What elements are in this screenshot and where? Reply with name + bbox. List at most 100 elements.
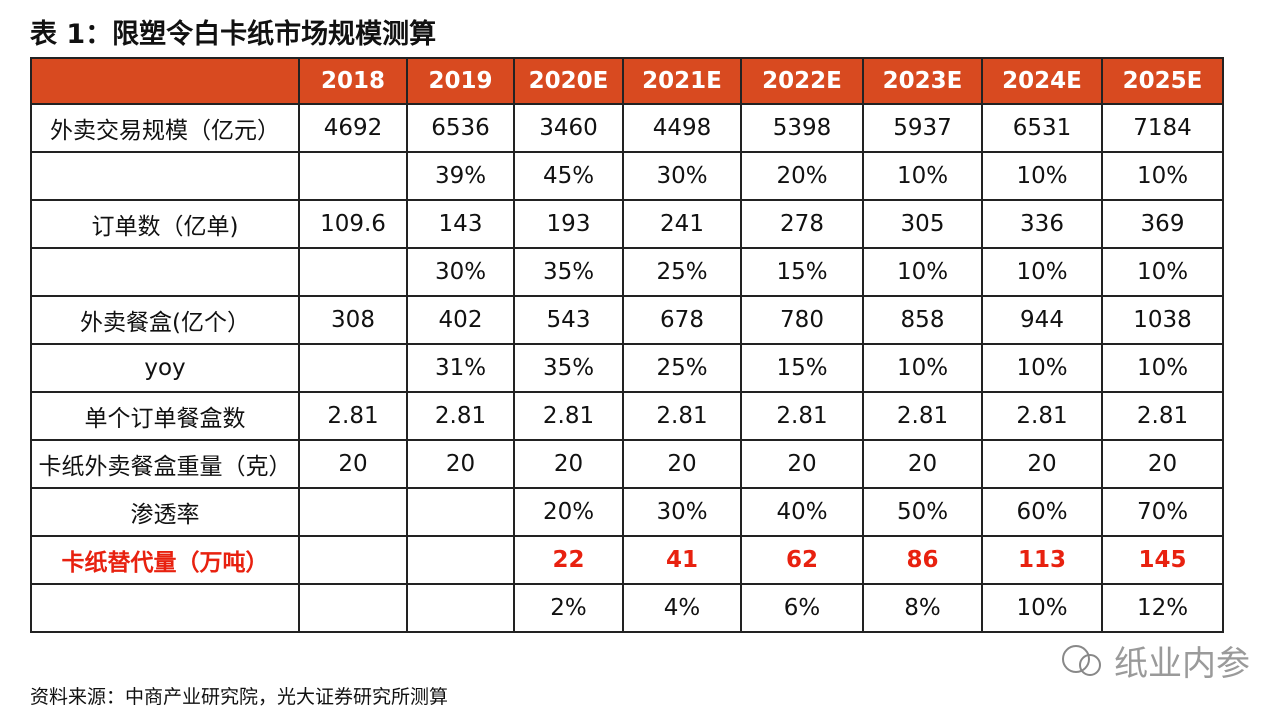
table-cell: 4692 [298, 103, 408, 153]
table-cell [30, 247, 300, 297]
table-cell: 12% [1101, 583, 1224, 633]
table-cell: 30% [622, 151, 742, 201]
table-cell: 45% [513, 151, 624, 201]
table-row: 单个订单餐盒数 2.81 2.81 2.81 2.81 2.81 2.81 2.81 2.81 [30, 391, 1224, 441]
table-row: 外卖餐盒(亿个） 308 402 543 678 780 858 944 1038 [30, 295, 1224, 345]
table-cell: 2% [513, 583, 624, 633]
table-cell: 2018 [298, 57, 408, 105]
table-cell: 109.6 [298, 199, 408, 249]
table-cell: 6% [740, 583, 864, 633]
table-cell: 订单数（亿单) [30, 199, 300, 249]
table-cell: 30% [622, 487, 742, 537]
table-row: yoy 31% 35% 25% 15% 10% 10% 10% [30, 343, 1224, 393]
table-cell: 2019 [406, 57, 515, 105]
table-cell: 20 [981, 439, 1103, 489]
header-row: 2018 2019 2020E 2021E 2022E 2023E 2024E 2025E [30, 57, 1224, 105]
table-cell: 单个订单餐盒数 [30, 391, 300, 441]
table-cell: 10% [862, 343, 983, 393]
table-row: 订单数（亿单) 109.6 143 193 241 278 305 336 369 [30, 199, 1224, 249]
table-cell: 20 [622, 439, 742, 489]
table-cell: 7184 [1101, 103, 1224, 153]
watermark-text: 纸业内参 [1114, 644, 1250, 684]
table-cell [298, 247, 408, 297]
table-cell: 20 [513, 439, 624, 489]
table-cell: 39% [406, 151, 515, 201]
table-cell: 8% [862, 583, 983, 633]
table-cell: 20 [406, 439, 515, 489]
table-cell: 10% [981, 151, 1103, 201]
table-row: 卡纸外卖餐盒重量（克） 20 20 20 20 20 20 20 20 [30, 439, 1224, 489]
table-cell: 2023E [862, 57, 983, 105]
table-cell: 10% [981, 343, 1103, 393]
table-cell: 944 [981, 295, 1103, 345]
table-cell: 15% [740, 247, 864, 297]
table-cell: 外卖交易规模（亿元） [30, 103, 300, 153]
table-title: 表 1：限塑令白卡纸市场规模测算 [30, 19, 437, 50]
table-cell: 4% [622, 583, 742, 633]
table-cell: 2.81 [981, 391, 1103, 441]
table-cell [30, 151, 300, 201]
table-row: 30% 35% 25% 15% 10% 10% 10% [30, 247, 1224, 297]
table-cell: 10% [862, 247, 983, 297]
table-cell: 402 [406, 295, 515, 345]
table-cell: 10% [862, 151, 983, 201]
table-cell: 2021E [622, 57, 742, 105]
table-cell [298, 583, 408, 633]
table-cell: 50% [862, 487, 983, 537]
table-cell: 25% [622, 247, 742, 297]
table-cell: 2.81 [622, 391, 742, 441]
table-cell [406, 487, 515, 537]
table-cell: 858 [862, 295, 983, 345]
table-cell: 20 [740, 439, 864, 489]
table-cell: 2020E [513, 57, 624, 105]
table-cell: 60% [981, 487, 1103, 537]
data-table: 2018 2019 2020E 2021E 2022E 2023E 2024E 2025E 外卖… [30, 57, 1224, 633]
table-cell [406, 535, 515, 585]
table-cell: 卡纸替代量（万吨） [30, 535, 300, 585]
table-cell [298, 151, 408, 201]
table-cell: 2.81 [862, 391, 983, 441]
table-cell: 780 [740, 295, 864, 345]
table-cell: 25% [622, 343, 742, 393]
table-cell: 卡纸外卖餐盒重量（克） [30, 439, 300, 489]
table-row: 39% 45% 30% 20% 10% 10% 10% [30, 151, 1224, 201]
table-cell: 113 [981, 535, 1103, 585]
table-cell [298, 487, 408, 537]
table-cell: 2.81 [740, 391, 864, 441]
table-cell: 10% [1101, 151, 1224, 201]
table-cell: 35% [513, 247, 624, 297]
table-cell: 2.81 [298, 391, 408, 441]
table-cell: 5398 [740, 103, 864, 153]
table-cell: 10% [981, 583, 1103, 633]
table-cell: 2.81 [1101, 391, 1224, 441]
table-cell: 1038 [1101, 295, 1224, 345]
table-cell [30, 583, 300, 633]
table-cell: 10% [1101, 343, 1224, 393]
table-cell: 6531 [981, 103, 1103, 153]
table-row: 卡纸替代量（万吨） 22 41 62 86 113 145 [30, 535, 1224, 585]
table-cell: 20 [862, 439, 983, 489]
table-cell: 20 [298, 439, 408, 489]
table-cell: yoy [30, 343, 300, 393]
table-cell: 20 [1101, 439, 1224, 489]
table-cell: 20% [513, 487, 624, 537]
table-cell: 30% [406, 247, 515, 297]
table-cell [30, 57, 300, 105]
watermark: 纸业内参 [1060, 636, 1250, 685]
table-row: 2% 4% 6% 8% 10% 12% [30, 583, 1224, 633]
table-cell: 543 [513, 295, 624, 345]
table-cell: 70% [1101, 487, 1224, 537]
table-cell: 15% [740, 343, 864, 393]
table-cell: 145 [1101, 535, 1224, 585]
table-cell: 10% [981, 247, 1103, 297]
table-cell: 22 [513, 535, 624, 585]
table-cell: 35% [513, 343, 624, 393]
table-cell: 305 [862, 199, 983, 249]
table-cell: 2024E [981, 57, 1103, 105]
table-cell: 278 [740, 199, 864, 249]
table-row: 外卖交易规模（亿元） 4692 6536 3460 4498 5398 5937 6531 71… [30, 103, 1224, 153]
table-cell: 外卖餐盒(亿个） [30, 295, 300, 345]
table-cell [298, 343, 408, 393]
watermark-icon [1062, 644, 1101, 676]
